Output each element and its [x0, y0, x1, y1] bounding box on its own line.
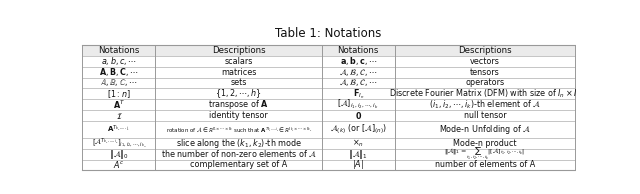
Text: Discrete Fourier Matrix (DFM) with size of $I_n \times I_n$: Discrete Fourier Matrix (DFM) with size …: [389, 87, 581, 100]
Text: $\|\mathcal{A}\|_1$: $\|\mathcal{A}\|_1$: [348, 148, 368, 161]
Text: identity tensor: identity tensor: [209, 111, 268, 120]
Text: Notations: Notations: [338, 46, 379, 55]
Text: sets: sets: [230, 78, 247, 87]
Bar: [83, 45, 575, 56]
Text: $\mathbf{A}^{T_{k_1, \cdots, i_k}}$: $\mathbf{A}^{T_{k_1, \cdots, i_k}}$: [108, 124, 131, 135]
Text: $\mathcal{A}_{(k)}$ (or $[\mathcal{A}]_{(n)}$): $\mathcal{A}_{(k)}$ (or $[\mathcal{A}]_{…: [330, 122, 387, 136]
Text: $\mathbf{F}_{I_n}$: $\mathbf{F}_{I_n}$: [353, 87, 364, 101]
Text: Mode-n Unfolding of $\mathcal{A}$: Mode-n Unfolding of $\mathcal{A}$: [439, 123, 531, 136]
Text: $(i_1, i_2, \cdots, i_k)$-th element of $\mathcal{A}$: $(i_1, i_2, \cdots, i_k)$-th element of …: [429, 98, 541, 111]
Text: $|A|$: $|A|$: [353, 158, 364, 171]
Text: scalars: scalars: [225, 57, 253, 66]
Text: $[\mathcal{A}]_{i_1, i_2, \cdots, i_k}$: $[\mathcal{A}]_{i_1, i_2, \cdots, i_k}$: [337, 98, 379, 112]
Text: $\{1, 2, \cdots, h\}$: $\{1, 2, \cdots, h\}$: [215, 87, 262, 100]
Text: $\mathbb{A}, \mathbb{B}, \mathbb{C}, \cdots$: $\mathbb{A}, \mathbb{B}, \mathbb{C}, \cd…: [100, 77, 138, 88]
Text: Descriptions: Descriptions: [212, 46, 266, 55]
Bar: [83, 45, 575, 170]
Text: vectors: vectors: [470, 57, 500, 66]
Text: Mode-n product: Mode-n product: [453, 139, 516, 148]
Text: matrices: matrices: [221, 68, 256, 77]
Text: null tensor: null tensor: [463, 111, 506, 120]
Text: $\|\mathcal{A}\|_1 = \sum_{i_1,i_2,\cdots,i_k} |[\mathcal{A}]_{i_1,i_2,\cdots,i_: $\|\mathcal{A}\|_1 = \sum_{i_1,i_2,\cdot…: [444, 146, 525, 162]
Text: $\mathcal{A}, \mathcal{B}, \mathcal{C}, \cdots$: $\mathcal{A}, \mathcal{B}, \mathcal{C}, …: [339, 77, 378, 88]
Text: $\|\mathcal{A}\|_0$: $\|\mathcal{A}\|_0$: [109, 148, 129, 161]
Text: $[1:n]$: $[1:n]$: [107, 88, 131, 100]
Text: $\mathbf{a}, \mathbf{b}, \mathbf{c}, \cdots$: $\mathbf{a}, \mathbf{b}, \mathbf{c}, \cd…: [340, 55, 377, 67]
Text: Notations: Notations: [98, 46, 140, 55]
Text: $\times_n$: $\times_n$: [352, 138, 364, 149]
Text: $\mathbf{A}^T$: $\mathbf{A}^T$: [113, 99, 125, 111]
Text: Table 1: Notations: Table 1: Notations: [275, 27, 381, 40]
Text: complementary set of A: complementary set of A: [190, 160, 287, 170]
Text: $[\mathcal{A}^{T_{k_1,\cdots,i_k}}]_{i_1,i_2,\cdots,i_{k_h}}$: $[\mathcal{A}^{T_{k_1,\cdots,i_k}}]_{i_1…: [92, 136, 146, 150]
Text: $\mathbf{A}, \mathbf{B}, \mathbf{C}, \cdots$: $\mathbf{A}, \mathbf{B}, \mathbf{C}, \cd…: [99, 66, 139, 78]
Text: number of elements of A: number of elements of A: [435, 160, 535, 170]
Text: $\mathcal{I}$: $\mathcal{I}$: [116, 111, 122, 120]
Text: transpose of $\mathbf{A}$: transpose of $\mathbf{A}$: [209, 98, 269, 111]
Text: $\mathcal{A}, \mathcal{B}, \mathcal{C}, \cdots$: $\mathcal{A}, \mathcal{B}, \mathcal{C}, …: [339, 67, 378, 78]
Text: $A^c$: $A^c$: [113, 159, 125, 171]
Text: $\mathbf{0}$: $\mathbf{0}$: [355, 110, 362, 121]
Text: slice along the $(k_1, k_2)$-th mode: slice along the $(k_1, k_2)$-th mode: [175, 137, 301, 150]
Text: $a, b, c, \cdots$: $a, b, c, \cdots$: [101, 55, 137, 67]
Text: rotation of $\mathcal{A} \in \mathbb{R}^{I_1 \times \cdots \times I_k}$ such tha: rotation of $\mathcal{A} \in \mathbb{R}^…: [166, 125, 312, 134]
Text: operators: operators: [465, 78, 504, 87]
Text: tensors: tensors: [470, 68, 500, 77]
Text: Descriptions: Descriptions: [458, 46, 512, 55]
Text: the number of non-zero elements of $\mathcal{A}$: the number of non-zero elements of $\mat…: [161, 149, 317, 159]
